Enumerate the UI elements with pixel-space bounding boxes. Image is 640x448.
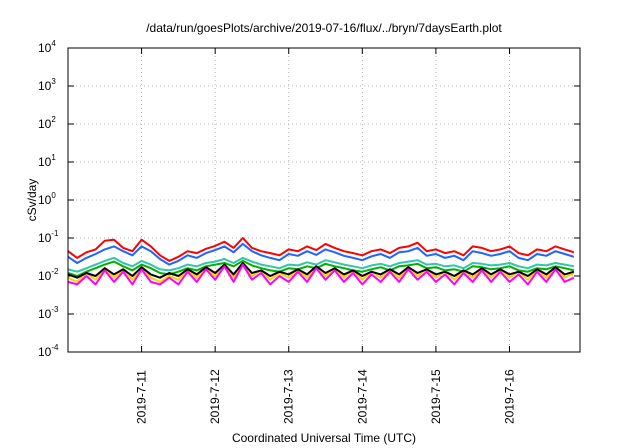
y-tick-label: 10-1 xyxy=(38,229,59,245)
y-tick-label: 103 xyxy=(38,77,56,93)
axis-ticks: 10-4 10-3 10-2 10-1 100 101 102 103 104 2019-7-11… xyxy=(38,39,580,424)
y-tick-label: 101 xyxy=(38,153,56,169)
x-tick-label: 2019-7-14 xyxy=(355,369,369,424)
series-line-6 xyxy=(67,262,575,279)
series-line-7 xyxy=(67,263,575,286)
series-line-1 xyxy=(67,237,575,262)
x-tick-label: 2019-7-13 xyxy=(282,369,296,424)
chart-title: /data/run/goesPlots/archive/2019-07-16/f… xyxy=(146,21,502,35)
x-tick-label: 2019-7-12 xyxy=(208,369,222,424)
series-line-2 xyxy=(67,242,575,266)
grid-lines xyxy=(68,48,580,352)
x-tick-label: 2019-7-11 xyxy=(135,370,149,424)
y-tick-label: 102 xyxy=(38,115,56,131)
y-tick-label: 10-4 xyxy=(38,343,59,359)
y-tick-label: 104 xyxy=(38,39,56,55)
x-axis-label: Coordinated Universal Time (UTC) xyxy=(232,431,416,445)
x-tick-label: 2019-7-15 xyxy=(429,369,443,424)
series-line-4 xyxy=(67,259,575,277)
data-series-group xyxy=(67,237,575,286)
y-tick-label: 100 xyxy=(38,191,56,207)
series-line-3 xyxy=(67,256,575,273)
y-axis-label: cSv/day xyxy=(25,179,39,222)
x-tick-label: 2019-7-16 xyxy=(502,369,516,424)
series-line-5 xyxy=(67,262,575,283)
y-tick-label: 10-2 xyxy=(38,267,59,283)
y-tick-label: 10-3 xyxy=(38,305,59,321)
